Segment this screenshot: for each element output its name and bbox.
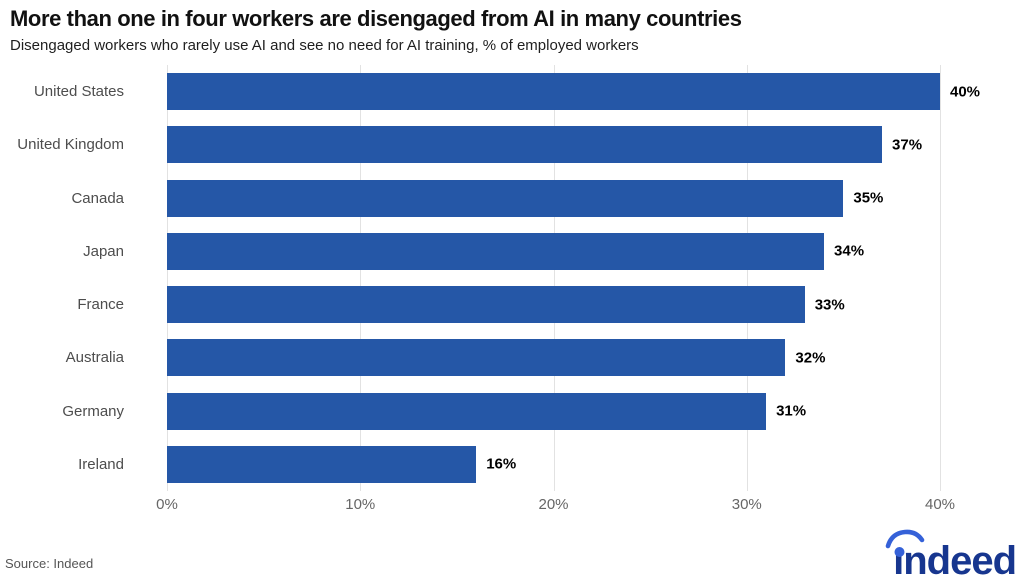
category-label: Germany: [62, 402, 124, 420]
gridline: [746, 65, 748, 491]
category-label: United Kingdom: [17, 136, 124, 154]
value-label: 34%: [834, 242, 865, 260]
x-tick-label: 30%: [731, 496, 762, 513]
bar-row: 35%: [167, 172, 940, 225]
bar: [167, 126, 883, 164]
x-tick-label: 40%: [924, 496, 956, 513]
category-axis: United States United Kingdom Canada Japan Fr…: [0, 65, 124, 491]
bar: [167, 286, 805, 324]
x-tick-label: 0%: [156, 496, 178, 513]
value-label: 16%: [486, 455, 517, 473]
value-label: 33%: [814, 296, 845, 314]
x-tick-label: 20%: [538, 496, 569, 513]
value-label: 40%: [950, 83, 981, 101]
bar-row: 37%: [167, 118, 940, 171]
bar: [167, 179, 844, 217]
category-label: United States: [33, 83, 124, 101]
gridline: [553, 65, 555, 491]
gridline: [167, 65, 168, 491]
value-label: 31%: [776, 402, 807, 420]
category-label: Australia: [65, 349, 124, 367]
x-axis: 0% 10% 20% 30% 40%: [156, 496, 955, 516]
value-label: 35%: [853, 189, 884, 207]
category-label: Canada: [71, 189, 124, 207]
gridline: [360, 65, 362, 491]
x-tick-label: 10%: [345, 496, 376, 513]
bar-row: 33%: [167, 278, 940, 331]
category-label: France: [77, 296, 124, 314]
bar-row: 31%: [167, 385, 940, 438]
bar-row: 34%: [167, 225, 940, 278]
bar: [167, 232, 825, 270]
gridline: [940, 65, 941, 491]
bar-row: 40%: [167, 65, 980, 118]
chart-subtitle: Disengaged workers who rarely use AI and…: [10, 37, 639, 54]
indeed-logo: ındeed: [885, 529, 1017, 583]
bar: [167, 392, 767, 430]
category-label: Japan: [83, 242, 124, 260]
bar-row: 16%: [167, 438, 940, 491]
category-label: Ireland: [78, 455, 124, 473]
bar: [167, 445, 477, 483]
bar-chart-plot: 40% 37% 35% 34% 33% 32% 31% 16%: [167, 65, 980, 491]
bar-rows: 40% 37% 35% 34% 33% 32% 31% 16%: [167, 65, 980, 491]
source-note: Source: Indeed: [5, 556, 94, 571]
indeed-swoosh-icon: [885, 529, 925, 557]
bar: [167, 73, 940, 111]
bar-row: 32%: [167, 331, 940, 384]
chart-title: More than one in four workers are diseng…: [10, 6, 742, 31]
indeed-logo-wordmark: ındeed: [893, 539, 1017, 583]
bar: [167, 339, 786, 377]
value-label: 37%: [892, 136, 923, 154]
value-label: 32%: [795, 349, 826, 367]
